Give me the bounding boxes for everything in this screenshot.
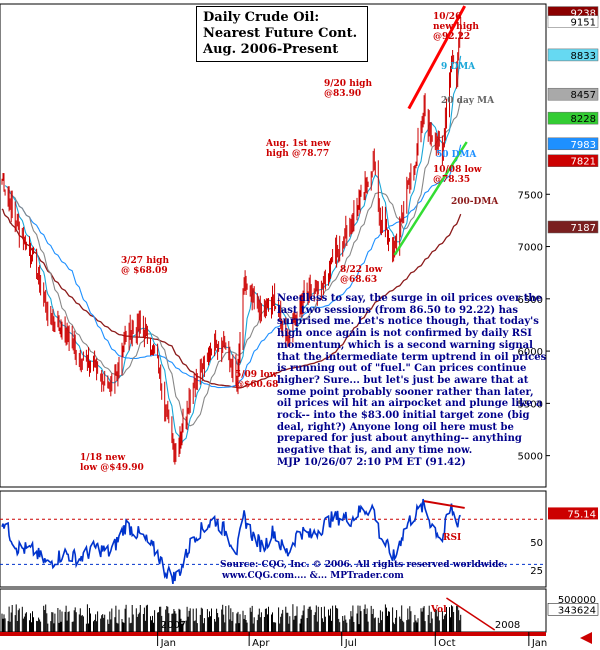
annotation-8-22-low: 8/22 low xyxy=(340,265,383,275)
upper-trendline xyxy=(407,5,467,110)
title-line-2: Nearest Future Cont. xyxy=(203,26,358,41)
source-line-1: Source: CQG, Inc. © 2006. All rights res… xyxy=(220,560,507,570)
analyst-commentary: Needless to say, the surge in oil prices… xyxy=(277,293,547,469)
volume-tick-label: 500000 xyxy=(558,595,596,606)
dma20-label: 20 day MA xyxy=(441,96,495,106)
time-axis: Jan Apr Jul Oct Jan 2007 2008 xyxy=(0,620,592,649)
price-tag xyxy=(547,137,599,151)
rsi-divergence-line xyxy=(423,500,465,509)
month-label: Jan xyxy=(531,638,547,649)
price-tick-label: 5500 xyxy=(518,399,543,410)
annotation-5-09-low: @$60.68 xyxy=(235,380,278,390)
dma9-label: 9 DMA xyxy=(441,62,476,72)
price-tag-label: 9151 xyxy=(571,18,596,29)
price-tag-label: 8833 xyxy=(571,51,596,62)
annotation-1-18-low: low @$49.90 xyxy=(80,463,144,473)
title-line-3: Aug. 2006-Present xyxy=(203,42,339,57)
rsi-tick-label: 50 xyxy=(530,538,543,549)
rsi-label: RSI xyxy=(443,533,461,543)
annotation-8-22-low: @68.63 xyxy=(340,275,377,285)
rsi-tick-label: 25 xyxy=(530,566,543,577)
price-tag xyxy=(547,48,599,62)
month-label: Jul xyxy=(344,638,357,649)
annotation-10-08-low: 10/08 low xyxy=(433,165,482,175)
price-tag xyxy=(547,154,599,167)
source-line-2: www.CQG.com.... &... MPTrader.com xyxy=(221,571,404,581)
chart-title: Daily Crude Oil: Nearest Future Cont. Au… xyxy=(196,6,368,62)
price-tag-label: 8228 xyxy=(571,114,596,125)
annotation-9-20-high: 9/20 high xyxy=(324,79,372,89)
trend-lines xyxy=(393,5,468,256)
annotation-10-26-high: @92.22 xyxy=(433,32,470,42)
rsi-line xyxy=(1,498,461,585)
annotation-10-26-high: 10/26 xyxy=(433,12,461,22)
price-tag-label: 7821 xyxy=(571,157,596,168)
price-tick-label: 5000 xyxy=(518,452,543,463)
price-tag-label: 9238 xyxy=(571,9,596,20)
annotation-10-26-high: new high xyxy=(433,22,479,32)
volume-tag-label: 343624 xyxy=(558,605,596,616)
price-tag-label: 7187 xyxy=(571,223,596,234)
annotation-10-08-low: @78.35 xyxy=(433,175,470,185)
price-tag-label: 8457 xyxy=(571,90,596,101)
title-line-1: Daily Crude Oil: xyxy=(203,10,320,25)
price-tick-label: 7000 xyxy=(518,243,543,254)
annotation-aug-high: Aug. 1st new xyxy=(265,139,331,149)
price-tag xyxy=(547,87,599,101)
lower-trendline xyxy=(393,141,468,256)
commentary-text: Needless to say, the surge in oil prices… xyxy=(277,293,547,457)
price-panel xyxy=(0,3,547,488)
dma200-label: 200-DMA xyxy=(451,197,499,207)
price-tag-label: 7983 xyxy=(571,140,596,151)
annotation-5-09-low: 5/09 low xyxy=(235,370,278,380)
annotation-aug-high: high @78.77 xyxy=(266,149,329,159)
month-label: Jan xyxy=(160,638,176,649)
commentary-signature: MJP 10/26/07 2:10 PM ET (91.42) xyxy=(277,456,466,468)
rsi-indicator: 50 25 75.14 RSI xyxy=(0,498,598,585)
annotation-9-20-high: @83.90 xyxy=(324,89,361,99)
price-candles xyxy=(1,17,462,465)
price-tick-label: 6000 xyxy=(518,347,543,358)
time-axis-strip xyxy=(0,632,546,636)
price-tag xyxy=(547,15,599,28)
month-label: Oct xyxy=(438,638,455,649)
annotation-3-27-high: @ $68.09 xyxy=(121,266,168,276)
volume-label: Vol xyxy=(430,605,447,615)
rsi-tag-label: 75.14 xyxy=(567,509,596,520)
price-tick-label: 6500 xyxy=(518,295,543,306)
rsi-tag xyxy=(548,507,598,520)
price-tag xyxy=(547,220,599,234)
month-label: Apr xyxy=(252,638,270,649)
price-tick-label: 7500 xyxy=(518,190,543,201)
volume-trend-line xyxy=(446,597,496,631)
year-label: 2007 xyxy=(161,620,186,631)
annotation-3-27-high: 3/27 high xyxy=(121,256,169,266)
scroll-left-arrow-icon xyxy=(580,632,592,644)
volume-tag xyxy=(547,603,599,616)
price-tag xyxy=(547,111,599,125)
year-label: 2008 xyxy=(495,620,520,631)
annotation-1-18-low: 1/18 new xyxy=(80,453,125,463)
dma20-line xyxy=(8,98,462,427)
dma50-label: 50 DMA xyxy=(436,150,477,160)
